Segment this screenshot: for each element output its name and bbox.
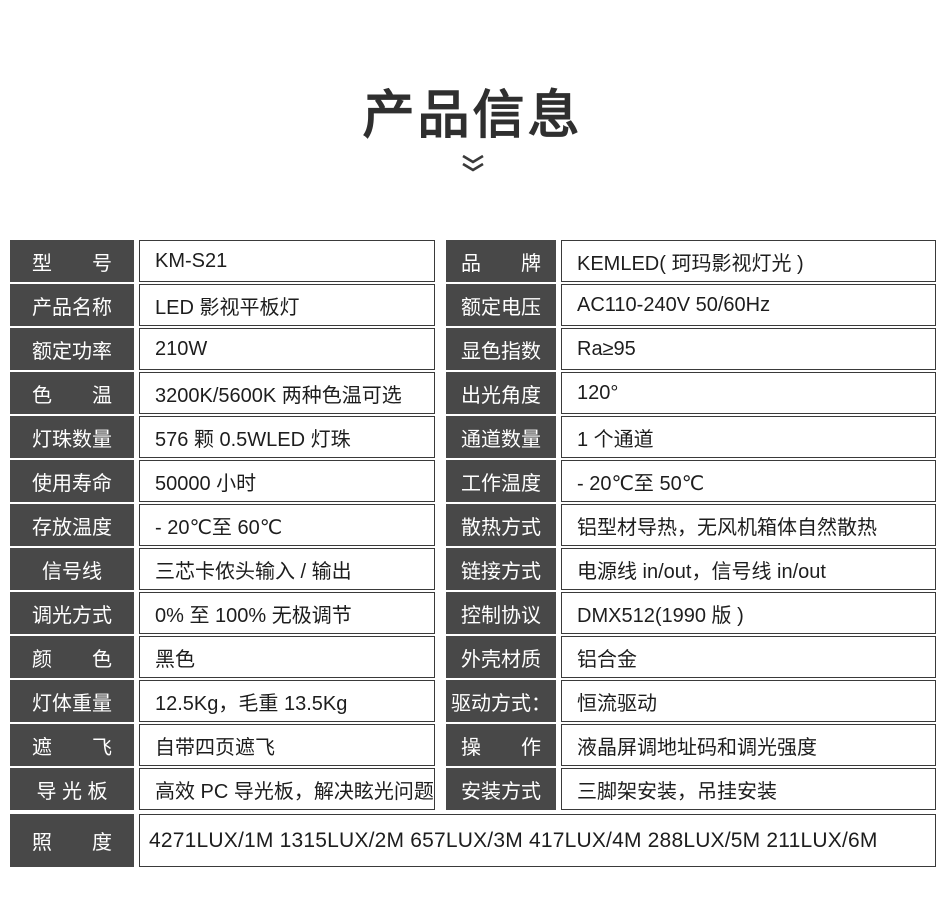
spec-label: 驱动方式： bbox=[446, 680, 556, 722]
spec-label: 使用寿命 bbox=[10, 460, 134, 502]
spec-value: 1 个通道 bbox=[561, 416, 936, 458]
spec-value: 液晶屏调地址码和调光强度 bbox=[561, 724, 936, 766]
spec-row: 产品名称 LED 影视平板灯 额定电压 AC110-240V 50/60Hz bbox=[10, 284, 936, 326]
spec-table: 型 号 KM-S21 品 牌 KEMLED( 珂玛影视灯光 ) 产品名称 LED 影视平板… bbox=[10, 240, 936, 867]
spec-value: 三脚架安装，吊挂安装 bbox=[561, 768, 936, 810]
spec-value: 恒流驱动 bbox=[561, 680, 936, 722]
spec-label: 信号线 bbox=[10, 548, 134, 590]
spec-label: 显色指数 bbox=[446, 328, 556, 370]
spec-label: 链接方式 bbox=[446, 548, 556, 590]
spec-label: 出光角度 bbox=[446, 372, 556, 414]
spec-label: 灯体重量 bbox=[10, 680, 134, 722]
spec-label: 散热方式 bbox=[446, 504, 556, 546]
spec-value: 黑色 bbox=[139, 636, 435, 678]
spec-label: 存放温度 bbox=[10, 504, 134, 546]
spec-value: 电源线 in/out，信号线 in/out bbox=[561, 548, 936, 590]
spec-value: 高效 PC 导光板，解决眩光问题 bbox=[139, 768, 435, 810]
spec-row: 色 温 3200K/5600K 两种色温可选 出光角度 120° bbox=[10, 372, 936, 414]
spec-label: 产品名称 bbox=[10, 284, 134, 326]
spec-row: 灯体重量 12.5Kg，毛重 13.5Kg 驱动方式： 恒流驱动 bbox=[10, 680, 936, 722]
spec-value-illuminance: 4271LUX/1M 1315LUX/2M 657LUX/3M 417LUX/4… bbox=[139, 814, 936, 867]
spec-label: 品 牌 bbox=[446, 240, 556, 282]
spec-label: 遮 飞 bbox=[10, 724, 134, 766]
spec-row: 额定功率 210W 显色指数 Ra≥95 bbox=[10, 328, 936, 370]
spec-label: 通道数量 bbox=[446, 416, 556, 458]
spec-value: 210W bbox=[139, 328, 435, 370]
spec-row: 遮 飞自带四页遮飞操 作液晶屏调地址码和调光强度 bbox=[10, 724, 936, 766]
spec-value: 0% 至 100% 无极调节 bbox=[139, 592, 435, 634]
spec-label: 额定功率 bbox=[10, 328, 134, 370]
spec-label: 操 作 bbox=[446, 724, 556, 766]
spec-label-illuminance: 照 度 bbox=[10, 814, 134, 867]
spec-value: 自带四页遮飞 bbox=[139, 724, 435, 766]
spec-label: 型 号 bbox=[10, 240, 134, 282]
page-title: 产品信息 bbox=[362, 87, 583, 145]
spec-label: 控制协议 bbox=[446, 592, 556, 634]
spec-row: 导 光 板高效 PC 导光板，解决眩光问题 安装方式 三脚架安装，吊挂安装 bbox=[10, 768, 936, 810]
spec-value: KM-S21 bbox=[139, 240, 435, 282]
spec-label: 安装方式 bbox=[446, 768, 556, 810]
spec-row: 型 号 KM-S21 品 牌 KEMLED( 珂玛影视灯光 ) bbox=[10, 240, 936, 282]
spec-value: KEMLED( 珂玛影视灯光 ) bbox=[561, 240, 936, 282]
spec-row: 使用寿命 50000 小时 工作温度 - 20℃至 50℃ bbox=[10, 460, 936, 502]
spec-label: 工作温度 bbox=[446, 460, 556, 502]
spec-value: - 20℃至 60℃ bbox=[139, 504, 435, 546]
spec-value: 12.5Kg，毛重 13.5Kg bbox=[139, 680, 435, 722]
spec-row: 信号线 三芯卡侬头输入 / 输出 链接方式 电源线 in/out，信号线 in/out bbox=[10, 548, 936, 590]
spec-row-illuminance: 照 度 4271LUX/1M 1315LUX/2M 657LUX/3M 417L… bbox=[10, 814, 936, 867]
spec-value: 120° bbox=[561, 372, 936, 414]
spec-value: - 20℃至 50℃ bbox=[561, 460, 936, 502]
spec-label: 色 温 bbox=[10, 372, 134, 414]
spec-label: 外壳材质 bbox=[446, 636, 556, 678]
spec-label: 额定电压 bbox=[446, 284, 556, 326]
spec-table-rows: 型 号 KM-S21 品 牌 KEMLED( 珂玛影视灯光 ) 产品名称 LED 影视平板… bbox=[10, 240, 936, 810]
spec-value: 3200K/5600K 两种色温可选 bbox=[139, 372, 435, 414]
spec-label: 颜 色 bbox=[10, 636, 134, 678]
spec-value: LED 影视平板灯 bbox=[139, 284, 435, 326]
spec-value: 50000 小时 bbox=[139, 460, 435, 502]
spec-label: 导 光 板 bbox=[10, 768, 134, 810]
spec-row: 存放温度 - 20℃至 60℃ 散热方式 铝型材导热，无风机箱体自然散热 bbox=[10, 504, 936, 546]
spec-value: 铝合金 bbox=[561, 636, 936, 678]
spec-value: 铝型材导热，无风机箱体自然散热 bbox=[561, 504, 936, 546]
spec-label: 灯珠数量 bbox=[10, 416, 134, 458]
double-chevron-down-icon bbox=[0, 153, 945, 173]
spec-row: 颜 色黑色 外壳材质 铝合金 bbox=[10, 636, 936, 678]
spec-row: 调光方式 0% 至 100% 无极调节 控制协议 DMX512(1990 版 ) bbox=[10, 592, 936, 634]
spec-value: 三芯卡侬头输入 / 输出 bbox=[139, 548, 435, 590]
spec-value: 576 颗 0.5WLED 灯珠 bbox=[139, 416, 435, 458]
spec-value: AC110-240V 50/60Hz bbox=[561, 284, 936, 326]
spec-value: DMX512(1990 版 ) bbox=[561, 592, 936, 634]
spec-value: Ra≥95 bbox=[561, 328, 936, 370]
spec-row: 灯珠数量 576 颗 0.5WLED 灯珠 通道数量 1 个通道 bbox=[10, 416, 936, 458]
spec-label: 调光方式 bbox=[10, 592, 134, 634]
page-header: 产品信息 bbox=[0, 87, 945, 173]
